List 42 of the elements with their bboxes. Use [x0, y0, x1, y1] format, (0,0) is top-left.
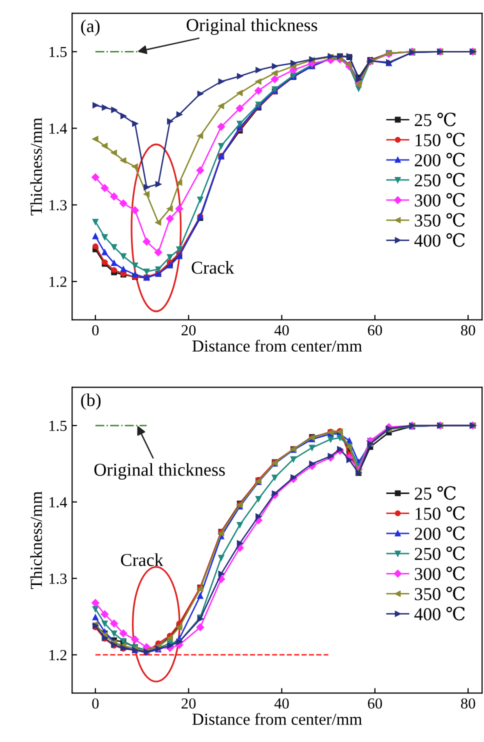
x-tick-label: 20	[182, 698, 196, 709]
legend-label: 25 ℃	[414, 486, 456, 500]
y-tick-label: 1.2	[50, 276, 66, 288]
legend-label: 350 ℃	[414, 586, 465, 600]
x-tick-label: 60	[368, 698, 382, 709]
x-tick-label: 60	[368, 325, 382, 336]
y-tick-label: 1.3	[50, 200, 67, 210]
x-tick-label: 40	[274, 698, 289, 709]
legend-label: 400 ℃	[414, 606, 465, 620]
legend-label: 400 ℃	[414, 233, 465, 247]
legend-label: 250 ℃	[414, 172, 465, 187]
x-tick-label: 80	[461, 325, 476, 336]
x-axis-title: Distance from center/mm	[192, 712, 362, 725]
annotation: Original thickness	[94, 463, 225, 480]
legend-label: 200 ℃	[414, 152, 465, 166]
x-tick-label: 40	[274, 325, 289, 336]
annotation: Original thickness	[186, 18, 318, 35]
y-axis-title: Thickness/mm	[30, 118, 42, 216]
y-axis-title: Thickness/mm	[30, 491, 42, 589]
y-tick-label: 1.4	[50, 497, 68, 508]
y-tick-label: 1.3	[50, 574, 67, 584]
x-tick-label: 80	[461, 698, 476, 709]
chart-title: (a)	[81, 19, 100, 36]
legend-label: 350 ℃	[414, 213, 465, 227]
y-tick-label: 1.4	[50, 123, 68, 134]
annotation: Crack	[120, 553, 164, 566]
x-tick-label: 0	[92, 698, 99, 709]
x-tick-label: 0	[92, 325, 99, 336]
legend-label: 200 ℃	[414, 526, 465, 540]
legend-label: 250 ℃	[414, 546, 465, 560]
legend-label: 150 ℃	[416, 506, 465, 520]
y-tick-label: 1.2	[50, 650, 66, 660]
x-tick-label: 20	[182, 325, 196, 336]
x-axis-title: Distance from center/mm	[192, 340, 362, 352]
legend-label: 300 ℃	[414, 192, 465, 207]
y-tick-label: 1.5	[50, 46, 67, 58]
chart-title: (b)	[81, 393, 101, 410]
legend-label: 25 ℃	[414, 112, 456, 126]
legend-label: 150 ℃	[416, 132, 465, 146]
legend-label: 300 ℃	[414, 566, 465, 580]
y-tick-label: 1.5	[50, 420, 67, 432]
annotation: Crack	[192, 261, 234, 274]
